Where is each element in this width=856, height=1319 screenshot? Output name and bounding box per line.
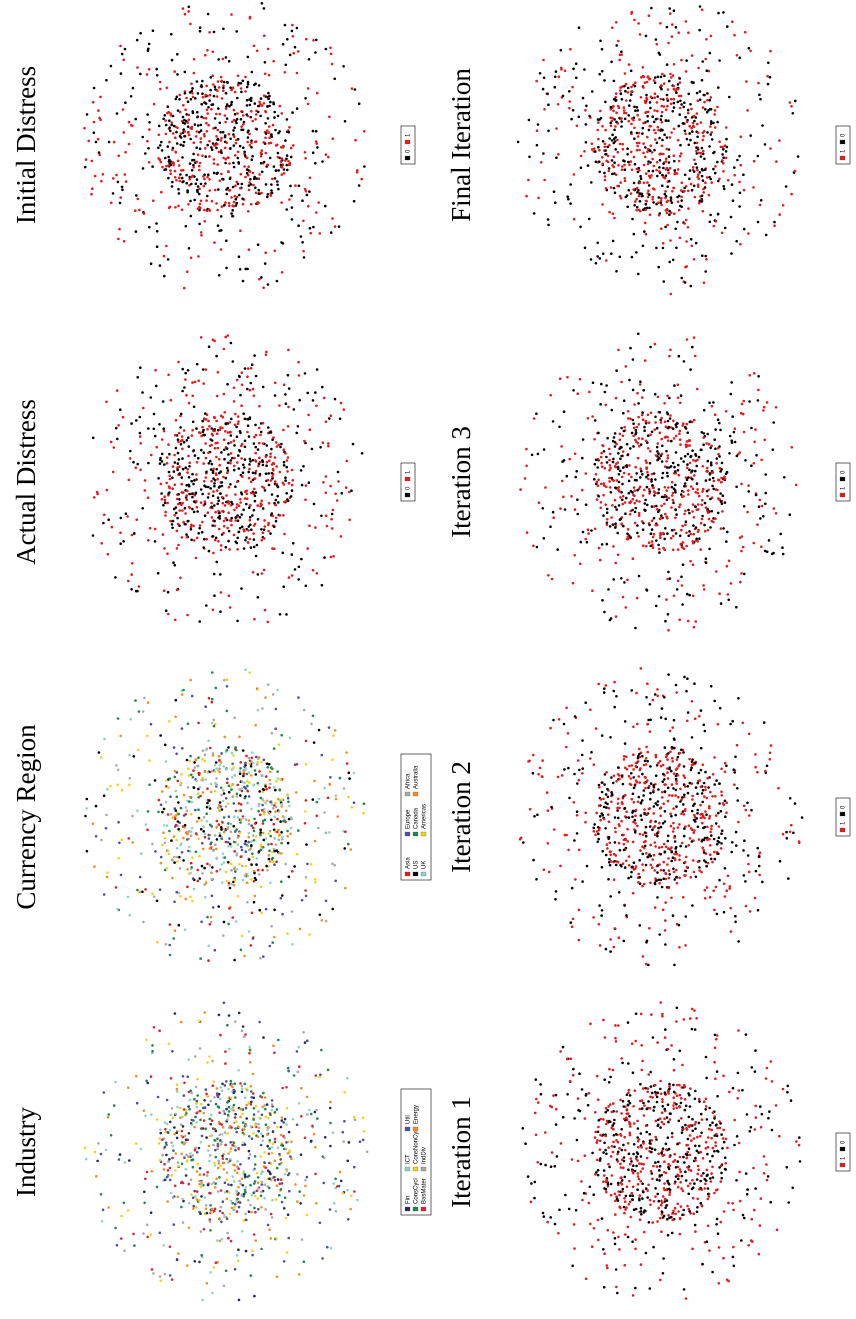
node-cloud	[519, 332, 798, 632]
legend-swatch	[404, 871, 411, 877]
legend-box	[835, 462, 851, 502]
panel: Iteration 1 1 0	[446, 1001, 851, 1300]
node-cloud	[521, 1001, 802, 1300]
node-cloud	[516, 5, 800, 296]
legend-label: 1	[841, 149, 847, 153]
panel-title: Iteration 3	[446, 426, 476, 538]
legend-swatch	[404, 1206, 411, 1212]
legend-label: 1	[406, 470, 412, 474]
legend-box	[400, 462, 416, 502]
legend-label: Asia	[406, 857, 412, 869]
legend-label: ConsNonCycl	[414, 1127, 420, 1164]
legend-label: 0	[406, 149, 412, 153]
panel-title: Actual Distress	[11, 399, 41, 565]
legend-label: Energy	[414, 1105, 420, 1124]
node-cloud	[84, 668, 366, 962]
panel: Industry Fin ConsCycl BasMater ICT ConsNonCyc…	[11, 1001, 432, 1302]
legend-label: IndDiv	[422, 1147, 428, 1164]
legend-swatch	[404, 1166, 411, 1172]
legend-label: ICT	[406, 1154, 412, 1164]
legend-box	[835, 797, 851, 837]
legend-label: Africa	[406, 773, 412, 789]
legend-swatch	[839, 827, 846, 833]
legend-swatch	[412, 871, 419, 877]
panel: Currency Region Asia US UK Europe Canada Ameri…	[11, 668, 432, 962]
legend-box	[835, 125, 851, 165]
panel-title: Iteration 1	[446, 1096, 476, 1208]
legend-swatch	[404, 476, 411, 482]
legend-box	[400, 753, 432, 881]
legend-swatch	[412, 831, 419, 837]
legend-label: 0	[841, 133, 847, 137]
legend-label: 1	[841, 821, 847, 825]
legend-swatch	[404, 791, 411, 797]
panel-title: Final Iteration	[446, 68, 476, 222]
legend-swatch	[404, 155, 411, 161]
legend-label: 1	[406, 133, 412, 137]
legend-swatch	[420, 871, 427, 877]
legend-label: Australia	[414, 765, 420, 789]
panel-title: Currency Region	[11, 724, 41, 910]
legend-label: Util	[406, 1115, 412, 1124]
legend-label: 0	[406, 486, 412, 490]
legend-label: BasMater	[422, 1178, 428, 1204]
node-cloud	[83, 0, 366, 290]
legend-swatch	[839, 139, 846, 145]
legend-label: Europe	[406, 809, 412, 829]
panel-title: Industry	[11, 1107, 41, 1197]
legend-swatch	[404, 1126, 411, 1132]
legend-box	[400, 1088, 432, 1216]
legend-swatch	[839, 1162, 846, 1168]
legend-swatch	[420, 1166, 427, 1172]
panel-title: Iteration 2	[446, 761, 476, 873]
legend-swatch	[404, 139, 411, 145]
panel: Iteration 3 1 0	[446, 332, 851, 632]
legend-swatch	[412, 1166, 419, 1172]
legend-label: Americas	[422, 804, 428, 829]
legend-label: Fin	[406, 1196, 412, 1204]
legend-swatch	[412, 1206, 419, 1212]
legend-label: 1	[841, 486, 847, 490]
legend-label: 0	[841, 470, 847, 474]
legend-swatch	[839, 476, 846, 482]
legend-swatch	[412, 1126, 419, 1132]
legend-label: UK	[422, 861, 428, 869]
legend-swatch	[839, 492, 846, 498]
panel-title: Initial Distress	[11, 66, 41, 224]
legend-swatch	[839, 155, 846, 161]
legend-swatch	[412, 791, 419, 797]
legend-swatch	[839, 811, 846, 817]
node-cloud	[518, 667, 804, 967]
legend-swatch	[420, 831, 427, 837]
legend-swatch	[404, 831, 411, 837]
legend-label: Canada	[414, 807, 420, 829]
node-cloud	[83, 1001, 369, 1302]
legend-box	[835, 1132, 851, 1172]
legend-label: ConsCycl	[414, 1178, 420, 1204]
legend-label: 1	[841, 1156, 847, 1160]
legend-swatch	[404, 492, 411, 498]
legend-label: 0	[841, 1140, 847, 1144]
panel: Initial Distress 0 1	[11, 0, 416, 290]
legend-label: US	[414, 861, 420, 869]
legend-swatch	[839, 1146, 846, 1152]
panel: Final Iteration 1 0	[446, 5, 851, 296]
node-cloud	[91, 334, 364, 624]
legend-swatch	[420, 1206, 427, 1212]
panel: Actual Distress 0 1	[11, 334, 416, 624]
legend-label: 0	[841, 805, 847, 809]
legend-box	[400, 125, 416, 165]
panel: Iteration 2 1 0	[446, 667, 851, 967]
